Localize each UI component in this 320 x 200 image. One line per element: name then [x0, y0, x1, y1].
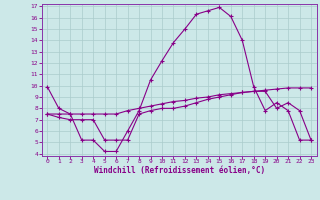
X-axis label: Windchill (Refroidissement éolien,°C): Windchill (Refroidissement éolien,°C)	[94, 166, 265, 175]
